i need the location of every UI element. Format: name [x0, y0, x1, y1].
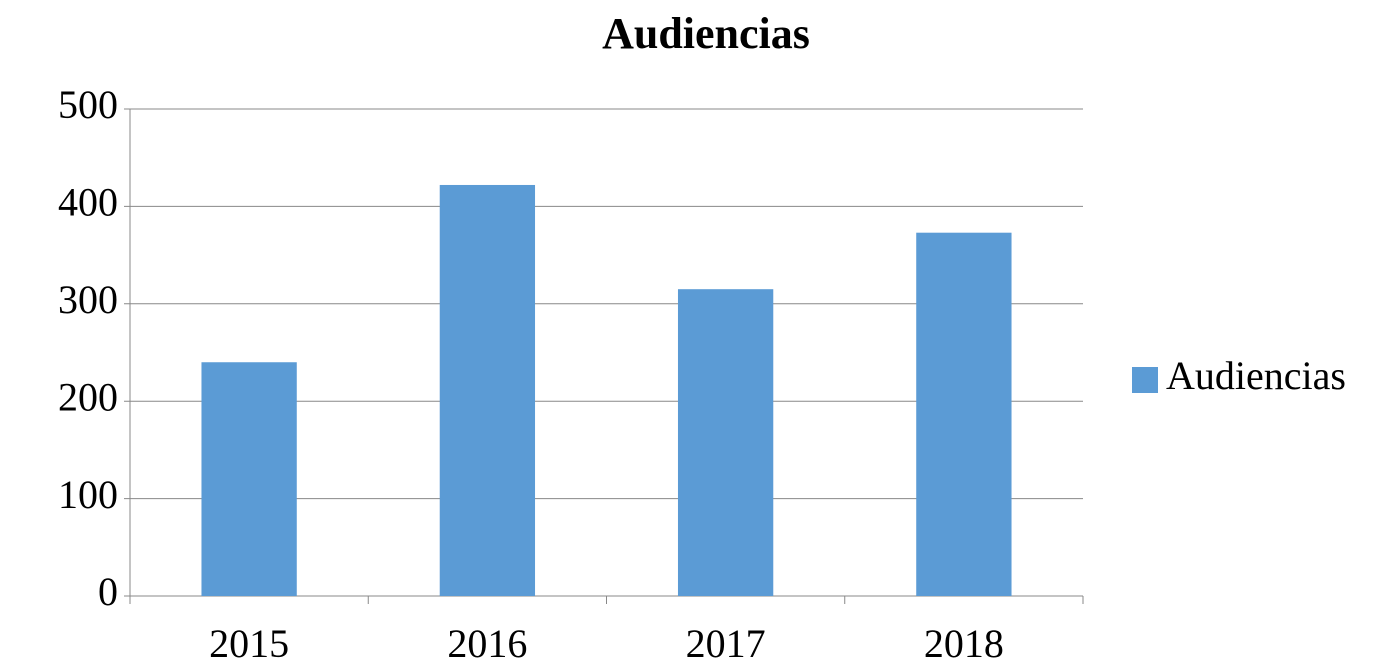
- bar: [916, 232, 1012, 596]
- chart-title: Audiencias: [602, 9, 810, 58]
- bar: [677, 289, 774, 596]
- bar: [439, 184, 536, 597]
- y-tick-label: 100: [58, 472, 118, 517]
- x-tick-label: 2018: [924, 621, 1004, 666]
- x-tick-label: 2017: [686, 621, 766, 666]
- x-tick-label: 2015: [209, 621, 289, 666]
- legend-swatch: [1132, 367, 1158, 393]
- y-tick-label: 200: [58, 374, 118, 419]
- y-tick-label: 500: [58, 82, 118, 127]
- legend-label: Audiencias: [1166, 353, 1346, 398]
- y-tick-label: 0: [98, 569, 118, 614]
- y-tick-label: 400: [58, 180, 118, 225]
- bar: [201, 362, 297, 596]
- x-tick-label: 2016: [447, 621, 527, 666]
- y-tick-label: 300: [58, 277, 118, 322]
